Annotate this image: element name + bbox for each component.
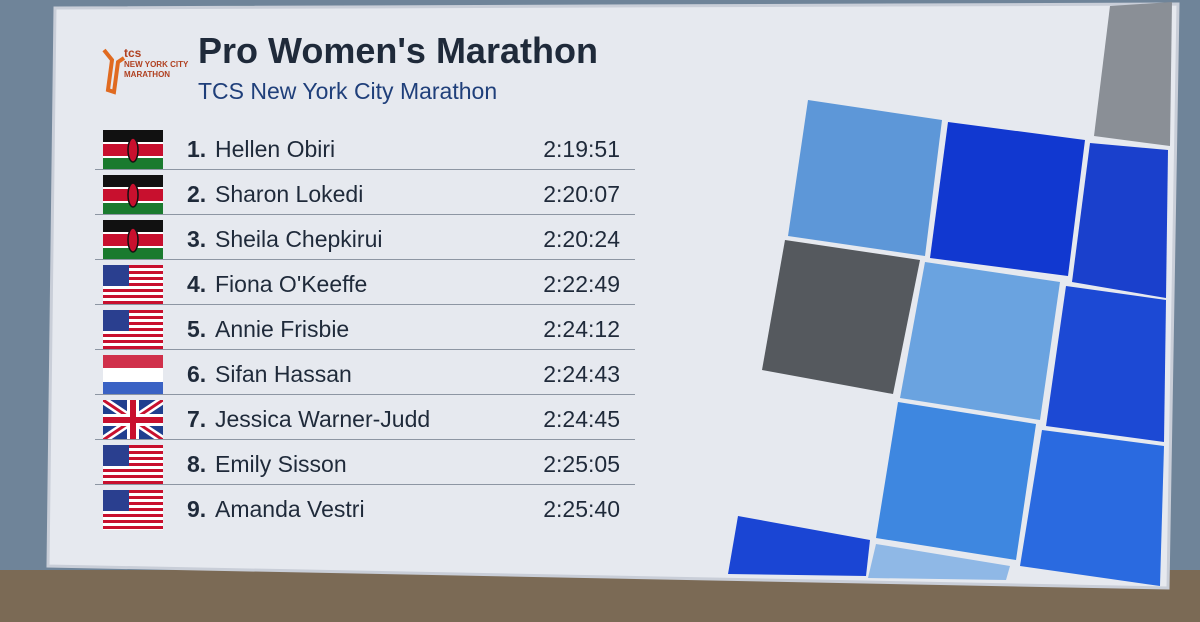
result-row: 3. Sheila Chepkirui 2:20:24 xyxy=(95,216,635,260)
logo-text: tcs xyxy=(124,46,142,60)
rank: 5. xyxy=(187,316,207,342)
athlete-name: Amanda Vestri xyxy=(215,496,365,522)
logo-mark xyxy=(102,48,126,95)
separator xyxy=(95,394,635,395)
result-row: 1. Hellen Obiri 2:19:51 xyxy=(95,126,635,170)
result-row: 9. Amanda Vestri 2:25:40 xyxy=(95,486,635,530)
finish-time: 2:19:51 xyxy=(543,136,620,162)
result-row: 5. Annie Frisbie 2:24:12 xyxy=(95,306,635,350)
rank: 7. xyxy=(187,406,207,432)
flag xyxy=(103,400,163,440)
flag xyxy=(103,220,163,260)
separator xyxy=(95,259,635,260)
decor-squares xyxy=(728,2,1172,586)
finish-time: 2:25:05 xyxy=(543,451,620,477)
flag xyxy=(103,490,163,530)
rank: 8. xyxy=(187,451,207,477)
athlete-name: Hellen Obiri xyxy=(215,136,336,162)
flag xyxy=(103,265,163,305)
title: Pro Women's Marathon xyxy=(198,30,598,71)
rank: 4. xyxy=(187,271,207,297)
result-row: 6. Sifan Hassan 2:24:43 xyxy=(95,351,635,395)
separator xyxy=(95,304,635,305)
athlete-name: Jessica Warner-Judd xyxy=(215,406,431,432)
finish-time: 2:22:49 xyxy=(543,271,620,297)
athlete-name: Sifan Hassan xyxy=(215,361,352,387)
finish-time: 2:20:07 xyxy=(543,181,620,207)
finish-time: 2:25:40 xyxy=(543,496,620,522)
result-row: 8. Emily Sisson 2:25:05 xyxy=(95,441,635,485)
result-row: 2. Sharon Lokedi 2:20:07 xyxy=(95,171,635,215)
separator xyxy=(95,439,635,440)
flag xyxy=(103,310,163,350)
athlete-name: Emily Sisson xyxy=(215,451,347,477)
separator xyxy=(95,484,635,485)
rank: 2. xyxy=(187,181,207,207)
rank: 6. xyxy=(187,361,207,387)
athlete-name: Sheila Chepkirui xyxy=(215,226,383,252)
finish-time: 2:24:45 xyxy=(543,406,620,432)
separator xyxy=(95,349,635,350)
separator xyxy=(95,214,635,215)
flag xyxy=(103,175,163,215)
rank: 3. xyxy=(187,226,207,252)
rank: 9. xyxy=(187,496,207,522)
flag xyxy=(103,130,163,170)
finish-time: 2:24:43 xyxy=(543,361,620,387)
athlete-name: Sharon Lokedi xyxy=(215,181,364,207)
result-row: 7. Jessica Warner-Judd 2:24:45 xyxy=(95,396,635,440)
rank: 1. xyxy=(187,136,207,162)
flag xyxy=(103,355,163,395)
finish-time: 2:20:24 xyxy=(543,226,620,252)
athlete-name: Annie Frisbie xyxy=(215,316,350,342)
subtitle: TCS New York City Marathon xyxy=(198,78,498,104)
flag xyxy=(103,445,163,485)
logo-text: NEW YORK CITY xyxy=(124,60,189,69)
result-row: 4. Fiona O'Keeffe 2:22:49 xyxy=(95,261,635,305)
athlete-name: Fiona O'Keeffe xyxy=(215,271,368,297)
logo-text: MARATHON xyxy=(124,70,171,79)
separator xyxy=(95,169,635,170)
finish-time: 2:24:12 xyxy=(543,316,620,342)
